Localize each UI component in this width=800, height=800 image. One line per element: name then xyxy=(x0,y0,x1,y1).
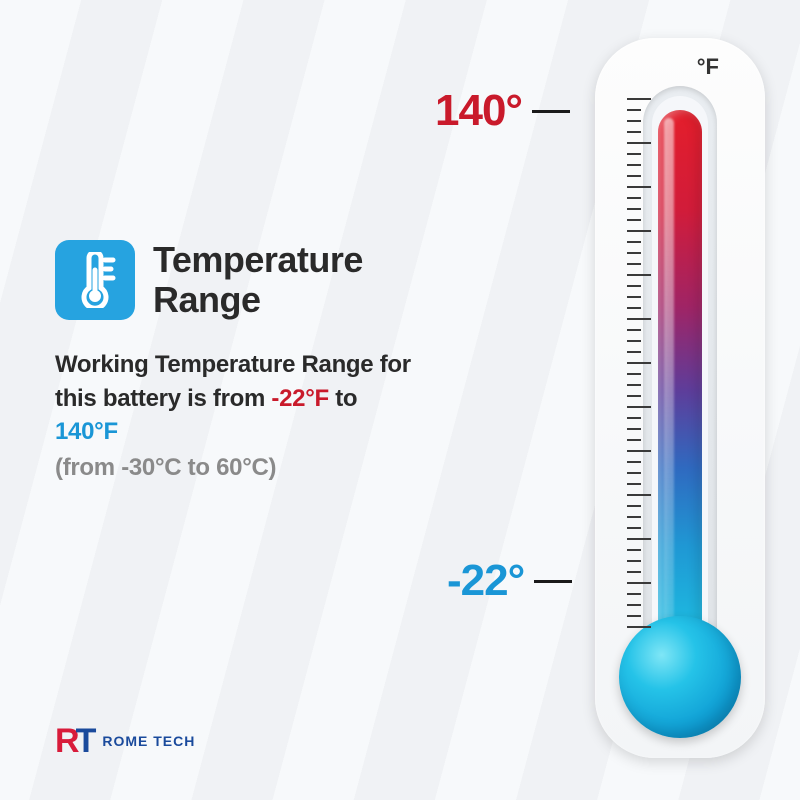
body-text: Working Temperature Range for this batte… xyxy=(55,348,415,484)
scale-tick xyxy=(627,439,641,441)
scale-tick xyxy=(627,263,641,265)
scale-tick xyxy=(627,340,641,342)
logo-text: ROME TECH xyxy=(102,733,195,749)
scale-tick xyxy=(627,406,651,408)
scale-tick xyxy=(627,175,641,177)
high-callout: 140° xyxy=(435,86,570,136)
unit-label: °F xyxy=(697,54,719,80)
thermometer: °F 140° -22° xyxy=(565,38,765,758)
thermometer-icon xyxy=(55,240,135,320)
scale-tick xyxy=(627,362,651,364)
brand-logo: RT ROME TECH xyxy=(55,724,195,758)
scale-tick xyxy=(627,395,641,397)
scale-tick xyxy=(627,604,641,606)
logo-r: R xyxy=(55,722,76,760)
scale-tick xyxy=(627,626,651,628)
thermometer-bulb xyxy=(619,616,741,738)
scale-tick xyxy=(627,593,641,595)
scale-tick xyxy=(627,582,651,584)
section-title: Temperature Range xyxy=(153,240,415,319)
scale-tick xyxy=(627,428,641,430)
scale-tick xyxy=(627,505,641,507)
scale-tick xyxy=(627,98,651,100)
scale-tick xyxy=(627,494,651,496)
logo-mark: RT xyxy=(55,724,92,758)
high-temp-inline: 140°F xyxy=(55,418,118,445)
scale-tick xyxy=(627,131,641,133)
scale-tick xyxy=(627,472,641,474)
body-mid: to xyxy=(329,385,357,412)
scale-tick xyxy=(627,527,641,529)
scale-tick xyxy=(627,230,651,232)
scale-tick xyxy=(627,417,641,419)
callout-line-icon xyxy=(534,580,572,583)
scale-tick xyxy=(627,351,641,353)
thermometer-scale xyxy=(627,98,677,628)
scale-tick xyxy=(627,384,641,386)
scale-tick xyxy=(627,109,641,111)
thermometer-card: °F xyxy=(595,38,765,758)
scale-tick xyxy=(627,252,641,254)
scale-tick xyxy=(627,373,641,375)
scale-tick xyxy=(627,142,651,144)
scale-tick xyxy=(627,164,641,166)
info-panel: Temperature Range Working Temperature Ra… xyxy=(55,240,415,484)
high-value: 140° xyxy=(435,86,522,136)
scale-tick xyxy=(627,120,641,122)
scale-tick xyxy=(627,318,651,320)
scale-tick xyxy=(627,483,641,485)
scale-tick xyxy=(627,560,641,562)
scale-tick xyxy=(627,186,651,188)
scale-tick xyxy=(627,219,641,221)
scale-tick xyxy=(627,571,641,573)
scale-tick xyxy=(627,285,641,287)
logo-t: T xyxy=(76,722,93,760)
scale-tick xyxy=(627,296,641,298)
scale-tick xyxy=(627,307,641,309)
low-value: -22° xyxy=(447,556,524,606)
scale-tick xyxy=(627,329,641,331)
low-temp-inline: -22°F xyxy=(271,385,328,412)
scale-tick xyxy=(627,516,641,518)
header-row: Temperature Range xyxy=(55,240,415,320)
callout-line-icon xyxy=(532,110,570,113)
scale-tick xyxy=(627,615,641,617)
scale-tick xyxy=(627,153,641,155)
scale-tick xyxy=(627,549,641,551)
scale-tick xyxy=(627,208,641,210)
scale-tick xyxy=(627,450,651,452)
scale-tick xyxy=(627,538,651,540)
body-sub: (from -30°C to 60°C) xyxy=(55,451,415,485)
scale-tick xyxy=(627,241,641,243)
scale-tick xyxy=(627,197,641,199)
title-text: Temperature Range xyxy=(153,239,363,320)
body-lead: Working Temperature Range for this batte… xyxy=(55,351,411,412)
scale-tick xyxy=(627,461,641,463)
scale-tick xyxy=(627,274,651,276)
low-callout: -22° xyxy=(447,556,572,606)
